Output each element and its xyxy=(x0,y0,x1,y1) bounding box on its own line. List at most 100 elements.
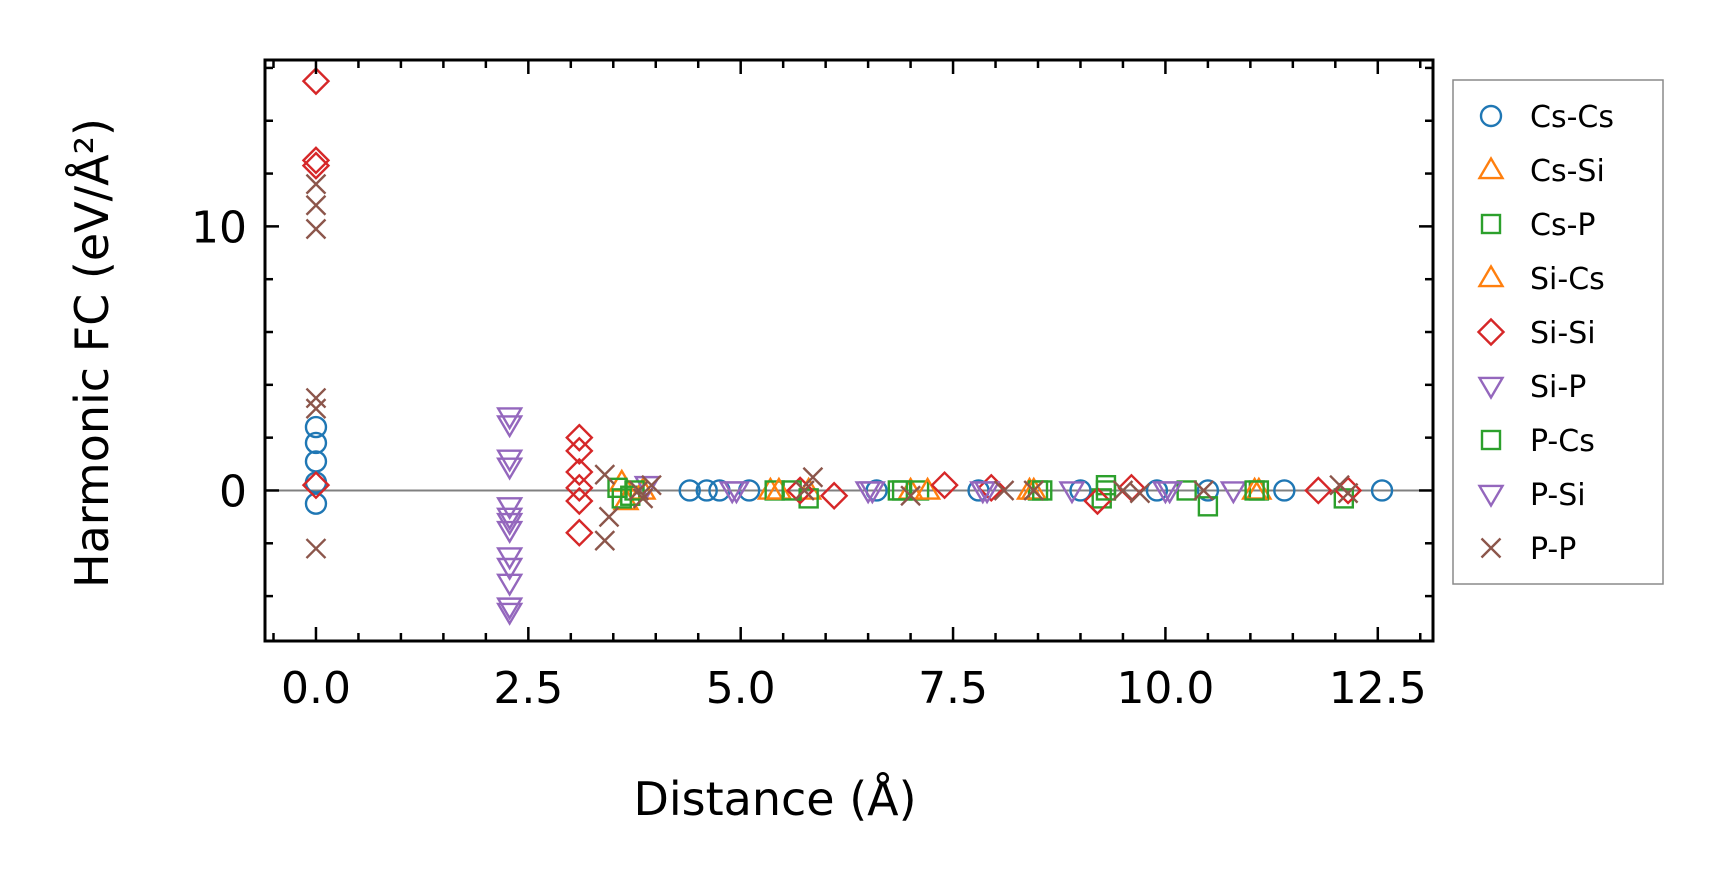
legend-label: P-Si xyxy=(1530,478,1586,513)
data-point xyxy=(305,398,327,419)
legend-entry-p-cs: P-Cs xyxy=(1480,424,1595,459)
data-point xyxy=(624,480,645,501)
x-tick-label: 10.0 xyxy=(1116,663,1214,714)
legend-label: Cs-Si xyxy=(1530,154,1605,189)
axes-frame xyxy=(263,58,1435,643)
series-p-si xyxy=(722,481,1180,505)
data-point xyxy=(858,481,886,505)
data-point xyxy=(891,480,913,501)
x-tick-label: 7.5 xyxy=(918,663,988,714)
data-point xyxy=(1145,479,1169,502)
legend-entry-cs-cs: Cs-Cs xyxy=(1479,100,1614,135)
data-point xyxy=(1151,481,1180,505)
legend-label: P-P xyxy=(1530,532,1576,567)
legend-marker xyxy=(1479,104,1503,128)
data-point xyxy=(496,457,524,481)
data-point xyxy=(305,538,327,559)
legend-marker xyxy=(1477,156,1505,180)
data-point xyxy=(496,507,524,531)
data-point xyxy=(1193,480,1214,501)
data-point xyxy=(722,481,751,505)
data-point xyxy=(1304,476,1333,505)
legend-label: Si-Cs xyxy=(1530,262,1605,297)
data-point xyxy=(305,218,327,240)
data-point xyxy=(1129,482,1151,504)
data-point xyxy=(632,488,654,509)
data-point xyxy=(1337,482,1359,504)
data-point xyxy=(819,481,849,510)
data-point xyxy=(973,481,1001,505)
data-point xyxy=(496,557,524,581)
data-point xyxy=(598,506,620,528)
data-point xyxy=(594,464,616,485)
data-point xyxy=(1095,480,1117,501)
data-point xyxy=(993,480,1015,501)
data-point xyxy=(496,415,524,439)
legend-label: Cs-Cs xyxy=(1530,100,1614,135)
data-point xyxy=(930,470,959,500)
data-point xyxy=(781,480,802,501)
data-point xyxy=(1197,496,1219,517)
data-point xyxy=(1083,486,1112,516)
data-point xyxy=(565,486,594,516)
legend-marker xyxy=(1476,317,1506,347)
legend-label: Si-Si xyxy=(1530,316,1596,351)
data-point xyxy=(565,457,594,487)
data-point xyxy=(802,466,824,488)
data-point xyxy=(678,479,701,502)
legend-marker xyxy=(1480,213,1502,235)
data-point xyxy=(565,518,594,547)
data-point xyxy=(305,387,327,409)
data-point xyxy=(765,476,793,500)
data-point xyxy=(305,173,327,195)
x-tick-label: 0.0 xyxy=(281,663,351,714)
legend-label: Si-P xyxy=(1530,370,1586,405)
legend-marker xyxy=(1477,484,1505,508)
legend: Cs-Cs Cs-Si Cs-P Si-Cs Si-Si Si-P P-Cs P-Si P-P xyxy=(1452,79,1664,585)
x-axis-label: Distance (Å) xyxy=(633,772,916,826)
data-point xyxy=(301,66,331,96)
legend-entry-cs-si: Cs-Si xyxy=(1477,154,1605,189)
data-point xyxy=(1112,480,1134,501)
data-point xyxy=(496,407,524,431)
y-tick-label: 10 xyxy=(191,202,247,253)
data-point xyxy=(977,473,1006,503)
data-point xyxy=(496,449,524,473)
legend-marker xyxy=(1480,429,1502,451)
data-point xyxy=(496,520,524,544)
data-point xyxy=(496,573,524,597)
legend-marker xyxy=(1477,264,1505,288)
data-point xyxy=(304,431,328,455)
data-point xyxy=(305,194,327,216)
x-tick-label: 5.0 xyxy=(706,663,776,714)
legend-entry-cs-p: Cs-P xyxy=(1480,208,1596,243)
data-point xyxy=(1219,481,1247,505)
legend-entry-p-p: P-P xyxy=(1480,532,1576,567)
data-point xyxy=(304,415,328,439)
data-point xyxy=(900,485,921,507)
series-p-p xyxy=(305,173,1359,559)
data-point xyxy=(496,597,524,621)
data-point xyxy=(1196,479,1220,502)
x-tick-label: 2.5 xyxy=(493,663,563,714)
data-point xyxy=(641,474,662,496)
data-point xyxy=(1117,473,1146,503)
data-point xyxy=(565,436,594,466)
series-cs-cs xyxy=(304,415,1394,515)
data-point xyxy=(301,151,331,180)
data-point xyxy=(794,480,815,501)
series-si-si xyxy=(301,66,1363,547)
legend-label: P-Cs xyxy=(1530,424,1595,459)
legend-label: Cs-P xyxy=(1530,208,1596,243)
data-point xyxy=(565,423,594,452)
data-point xyxy=(565,473,594,503)
series-si-p xyxy=(496,407,1247,626)
data-point xyxy=(1023,480,1045,501)
legend-marker xyxy=(1477,376,1505,400)
axes: 0.0 2.5 5.0 7.5 10.0 12.5 0 10 xyxy=(191,58,1435,714)
data-point xyxy=(913,476,942,500)
legend-entry-si-cs: Si-Cs xyxy=(1477,262,1605,297)
y-axis-label: Harmonic FC (eV/Å²) xyxy=(65,118,119,588)
legend-marker xyxy=(1480,537,1502,559)
